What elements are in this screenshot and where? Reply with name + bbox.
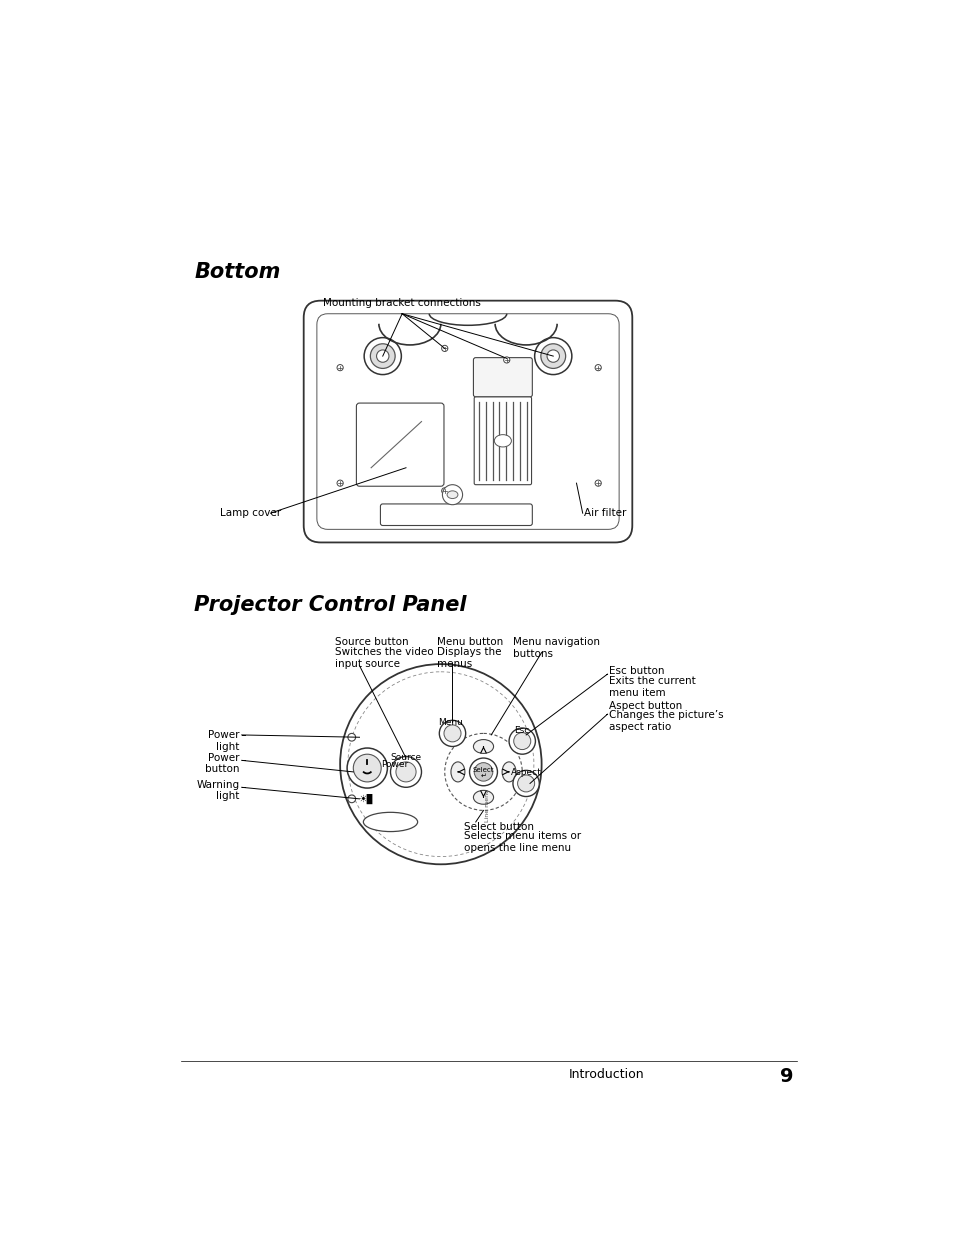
FancyBboxPatch shape (356, 403, 443, 487)
FancyBboxPatch shape (303, 300, 632, 542)
Text: Source: Source (390, 753, 421, 762)
Circle shape (442, 484, 462, 505)
Text: Changes the picture’s
aspect ratio: Changes the picture’s aspect ratio (608, 710, 723, 732)
Text: Air filter: Air filter (583, 508, 626, 519)
Circle shape (513, 732, 530, 750)
Text: Mounting bracket connections: Mounting bracket connections (323, 299, 480, 309)
Text: Menu navigation
buttons: Menu navigation buttons (513, 637, 599, 658)
Circle shape (474, 763, 493, 782)
Text: Aspect: Aspect (510, 768, 541, 777)
Circle shape (517, 776, 534, 792)
Text: ↵: ↵ (480, 773, 486, 779)
Circle shape (443, 725, 460, 742)
Text: Select: Select (473, 767, 494, 773)
Text: Select button: Select button (464, 823, 534, 832)
Ellipse shape (473, 790, 493, 804)
Text: Displays the
menus: Displays the menus (436, 647, 501, 669)
Text: Menu: Menu (437, 718, 462, 727)
Ellipse shape (451, 762, 464, 782)
Circle shape (534, 337, 571, 374)
Circle shape (336, 364, 343, 370)
Circle shape (376, 350, 389, 362)
Circle shape (469, 758, 497, 785)
Circle shape (595, 480, 600, 487)
FancyBboxPatch shape (474, 396, 531, 484)
Circle shape (348, 672, 534, 857)
Text: Lamp cover: Lamp cover (220, 508, 281, 519)
FancyBboxPatch shape (316, 314, 618, 530)
Circle shape (513, 771, 538, 797)
Circle shape (441, 346, 447, 352)
Circle shape (444, 734, 521, 810)
Text: Source button: Source button (335, 637, 408, 647)
Circle shape (348, 734, 355, 741)
Text: Power
button: Power button (205, 752, 239, 774)
Circle shape (336, 480, 343, 487)
Ellipse shape (363, 813, 417, 831)
Text: Power: Power (381, 760, 408, 768)
Ellipse shape (447, 490, 457, 499)
Text: Switches the video
input source: Switches the video input source (335, 647, 433, 669)
Text: Introduction: Introduction (568, 1068, 643, 1082)
Circle shape (439, 720, 465, 746)
Circle shape (364, 337, 401, 374)
Circle shape (390, 757, 421, 787)
Circle shape (595, 364, 600, 370)
Text: ☀▊: ☀▊ (357, 794, 374, 804)
Text: Selects menu items or
opens the line menu: Selects menu items or opens the line men… (464, 831, 580, 853)
Text: Menu button: Menu button (436, 637, 503, 647)
Text: Exits the current
menu item: Exits the current menu item (608, 677, 695, 698)
Text: Esc: Esc (514, 726, 529, 735)
Text: Warning
light: Warning light (196, 779, 239, 802)
FancyBboxPatch shape (380, 504, 532, 526)
Circle shape (509, 727, 535, 755)
Ellipse shape (473, 740, 493, 753)
Text: 9: 9 (779, 1067, 792, 1086)
FancyBboxPatch shape (473, 358, 532, 396)
Text: Power
light: Power light (208, 730, 239, 752)
Text: Esc button: Esc button (608, 667, 664, 677)
Circle shape (347, 748, 387, 788)
Text: Aspect button: Aspect button (608, 701, 681, 711)
Ellipse shape (501, 762, 516, 782)
Circle shape (340, 664, 541, 864)
Text: Line menu: Line menu (484, 789, 489, 823)
Circle shape (395, 762, 416, 782)
Circle shape (503, 357, 509, 363)
Text: Bottom: Bottom (194, 262, 280, 282)
Circle shape (546, 350, 558, 362)
Text: Projector Control Panel: Projector Control Panel (194, 595, 466, 615)
Ellipse shape (494, 435, 511, 447)
Circle shape (353, 755, 381, 782)
Circle shape (441, 488, 447, 494)
Circle shape (348, 795, 355, 803)
Circle shape (540, 343, 565, 368)
Circle shape (370, 343, 395, 368)
